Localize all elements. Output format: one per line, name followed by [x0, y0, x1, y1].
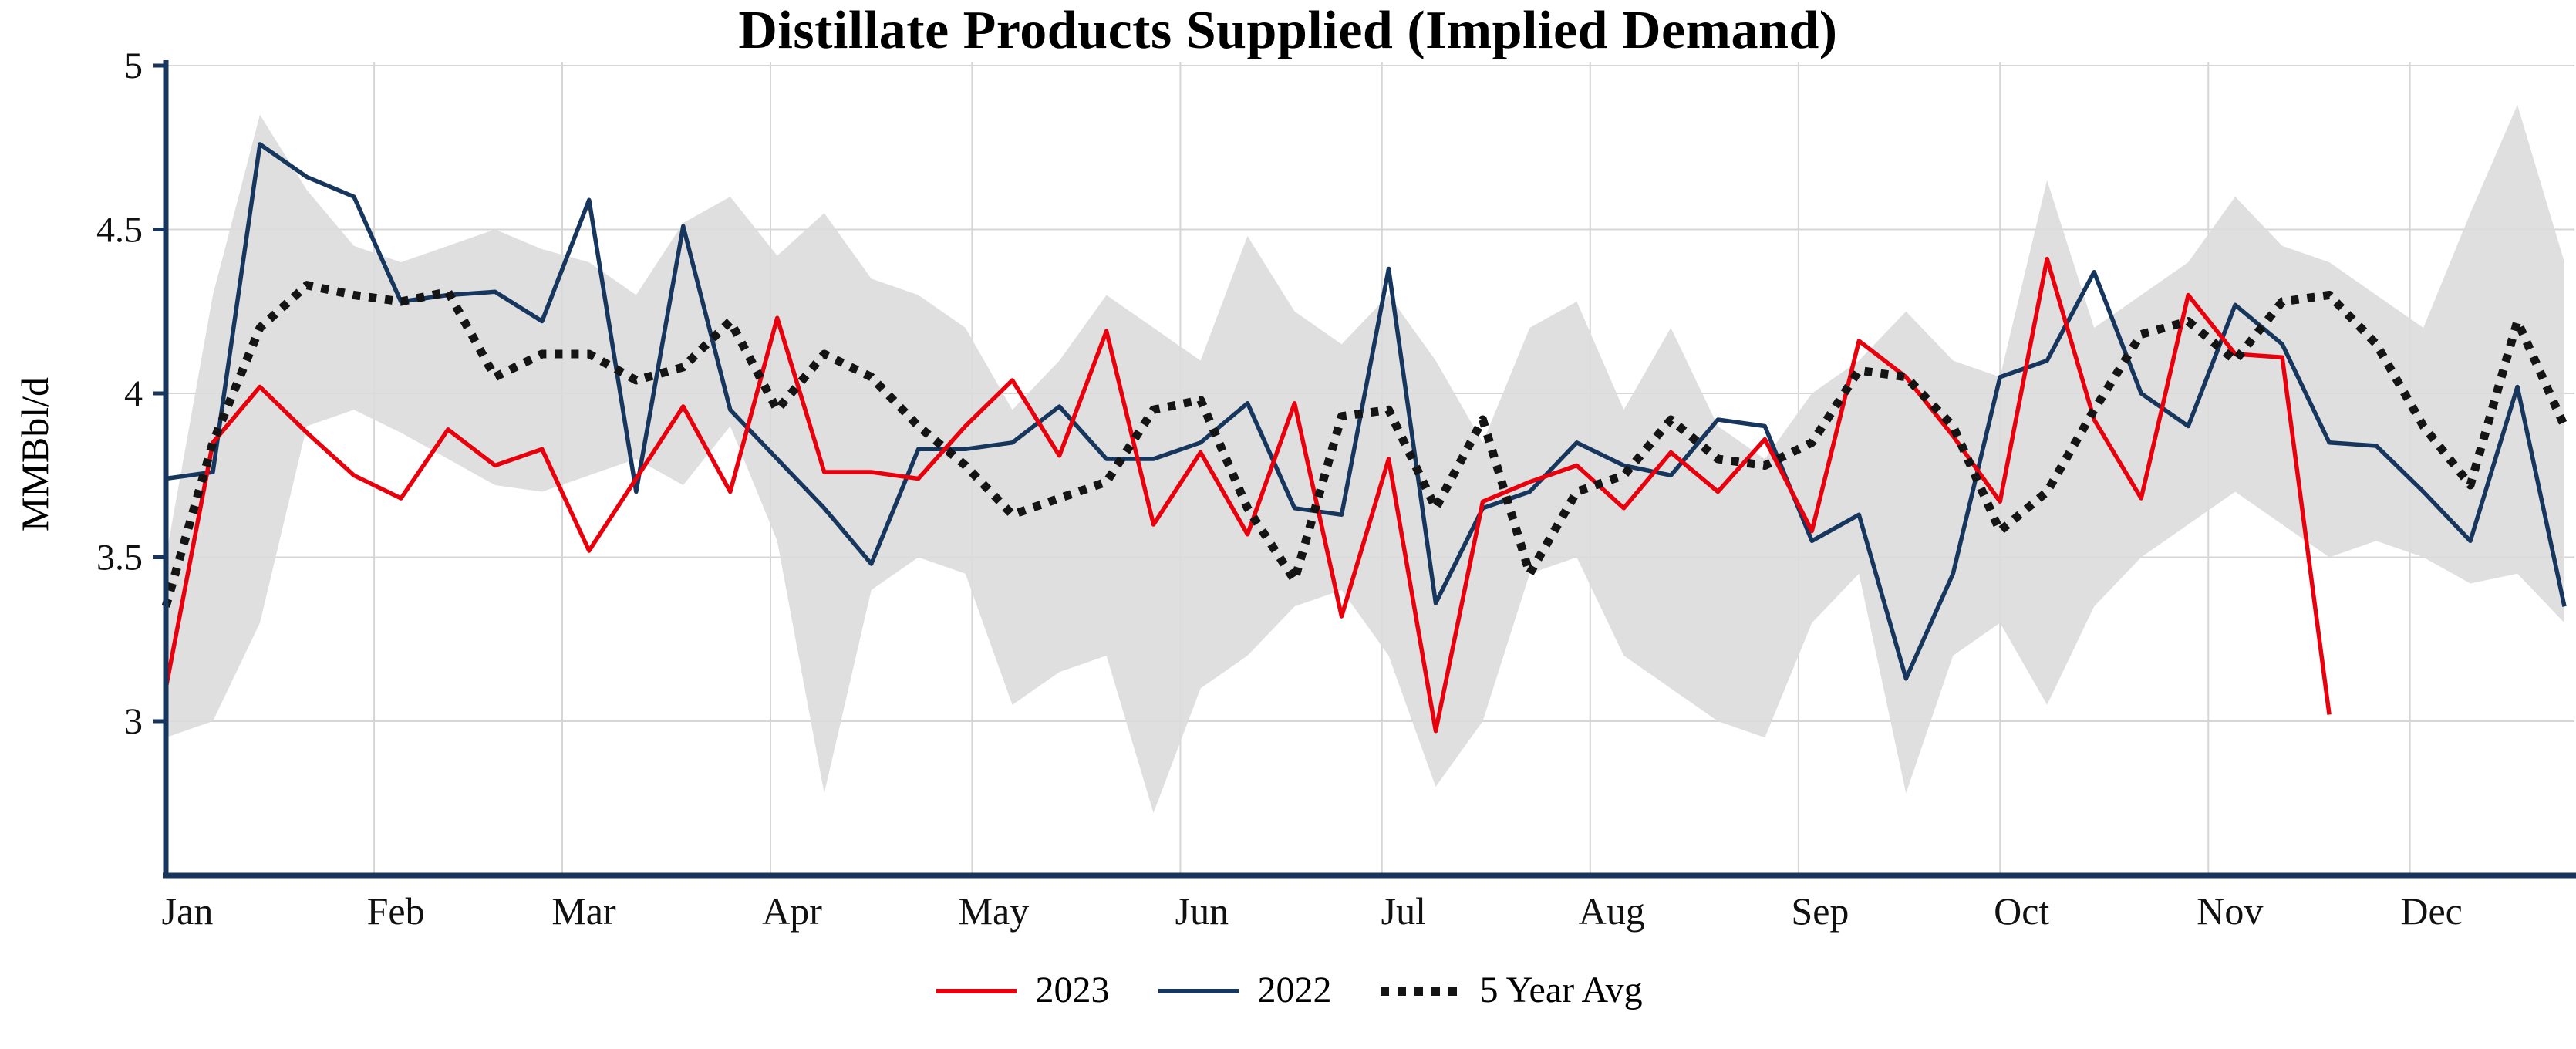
legend: 2023 2022 5 Year Avg	[0, 969, 2576, 1011]
legend-swatch-2022	[1155, 978, 1242, 1003]
legend-swatch-5yr-avg	[1377, 978, 1464, 1003]
five-year-range-band	[166, 105, 2564, 813]
line-2022	[165, 142, 2567, 681]
y-tick-label: 4.5	[96, 210, 143, 251]
month-label-jun: Jun	[1175, 889, 1229, 933]
legend-swatch-2023	[933, 978, 1020, 1003]
month-label-apr: Apr	[762, 889, 822, 933]
month-label-oct: Oct	[1994, 889, 2049, 933]
month-label-sep: Sep	[1791, 889, 1849, 933]
chart-title: Distillate Products Supplied (Implied De…	[738, 1, 1838, 60]
legend-item-2023: 2023	[933, 969, 1109, 1011]
legend-label-5yr-avg: 5 Year Avg	[1479, 970, 1643, 1010]
legend-item-2022: 2022	[1155, 969, 1331, 1011]
month-label-nov: Nov	[2197, 889, 2263, 933]
month-label-feb: Feb	[367, 889, 425, 933]
month-label-aug: Aug	[1579, 889, 1645, 933]
y-tick-label: 4	[124, 373, 143, 414]
month-label-mar: Mar	[551, 889, 616, 933]
y-tick-label: 5	[124, 46, 143, 86]
y-tick-label: 3	[124, 701, 143, 742]
month-label-jan: Jan	[162, 889, 214, 933]
legend-label-2023: 2023	[1035, 970, 1110, 1010]
legend-label-2022: 2022	[1257, 970, 1332, 1010]
month-label-jul: Jul	[1381, 889, 1426, 933]
legend-line-sample	[1158, 988, 1239, 993]
y-tick-label: 3.5	[96, 538, 143, 578]
legend-line-sample	[1381, 986, 1462, 996]
month-label-dec: Dec	[2400, 889, 2463, 933]
legend-line-sample	[936, 988, 1017, 993]
month-label-may: May	[959, 889, 1030, 933]
legend-item-5yr-avg: 5 Year Avg	[1377, 969, 1643, 1011]
line-2023	[164, 256, 2332, 734]
